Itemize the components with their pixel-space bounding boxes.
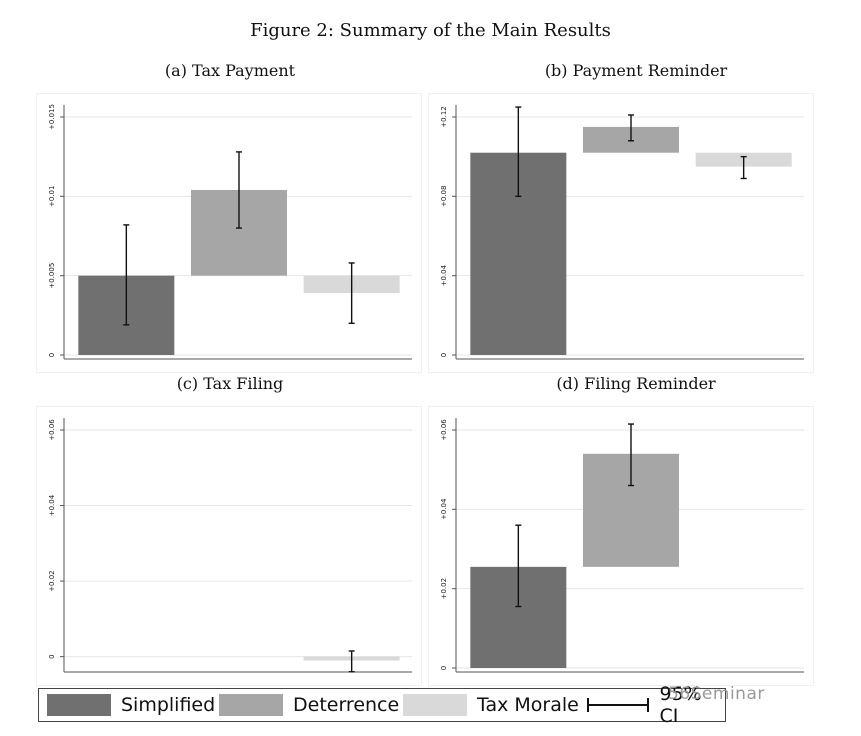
chart-panel-a: 0 +0.005 +0.01 +0.015 bbox=[36, 93, 422, 373]
y-tick-label: +0.005 bbox=[48, 263, 56, 289]
plot-frame bbox=[428, 406, 814, 686]
y-tick-label: +0.04 bbox=[440, 264, 448, 286]
y-tick-label: +0.06 bbox=[48, 419, 56, 441]
y-tick-label: 0 bbox=[48, 654, 56, 658]
legend-swatch-simplified bbox=[47, 694, 111, 716]
y-tick-label: +0.12 bbox=[440, 106, 448, 127]
legend-label-ci: 95% CI bbox=[659, 683, 702, 727]
y-tick-label: 0 bbox=[440, 353, 448, 357]
plot-frame bbox=[36, 406, 422, 686]
plot-frame bbox=[36, 93, 422, 373]
legend-swatch-deterrence bbox=[219, 694, 283, 716]
legend-item-simplified: Simplified bbox=[47, 689, 215, 721]
legend-swatch-tax-morale bbox=[403, 694, 467, 716]
panel-title-a: (a) Tax Payment bbox=[164, 61, 296, 80]
chart-panel-c: 0 +0.02 +0.04 +0.06 bbox=[36, 406, 422, 686]
y-tick-label: +0.08 bbox=[440, 186, 448, 207]
chart-panel-d: 0 +0.02 +0.04 +0.06 bbox=[428, 406, 814, 686]
y-tick-label: +0.06 bbox=[440, 419, 448, 441]
legend-item-ci: 95% CI bbox=[587, 683, 725, 727]
figure-title: Figure 2: Summary of the Main Results bbox=[250, 20, 611, 41]
watermark-text: 56Seminar bbox=[668, 684, 765, 704]
y-tick-label: +0.02 bbox=[48, 570, 56, 591]
y-tick-label: +0.04 bbox=[440, 498, 448, 520]
legend-label-simplified: Simplified bbox=[121, 694, 216, 716]
chart-legend: Simplified Deterrence Tax Morale 95% CI bbox=[38, 683, 726, 727]
legend-label-deterrence: Deterrence bbox=[293, 694, 400, 716]
legend-item-deterrence: Deterrence bbox=[219, 689, 399, 721]
y-tick-label: +0.04 bbox=[48, 494, 56, 516]
legend-label-tax-morale: Tax Morale bbox=[477, 694, 579, 716]
chart-panel-b: 0 +0.04 +0.08 +0.12 bbox=[428, 93, 814, 373]
plot-frame bbox=[428, 93, 814, 373]
watermark-logo: 56Seminar bbox=[668, 684, 765, 704]
y-tick-label: +0.01 bbox=[48, 186, 56, 207]
panel-title-b: (b) Payment Reminder bbox=[544, 61, 728, 80]
y-tick-label: 0 bbox=[48, 353, 56, 357]
y-tick-label: +0.02 bbox=[440, 578, 448, 599]
legend-item-tax-morale: Tax Morale bbox=[403, 689, 579, 721]
panel-title-d: (d) Filing Reminder bbox=[556, 374, 716, 393]
ci-legend-icon bbox=[587, 698, 650, 712]
panel-title-c: (c) Tax Filing bbox=[176, 374, 284, 393]
y-tick-label: 0 bbox=[440, 666, 448, 670]
y-tick-label: +0.015 bbox=[48, 104, 56, 130]
